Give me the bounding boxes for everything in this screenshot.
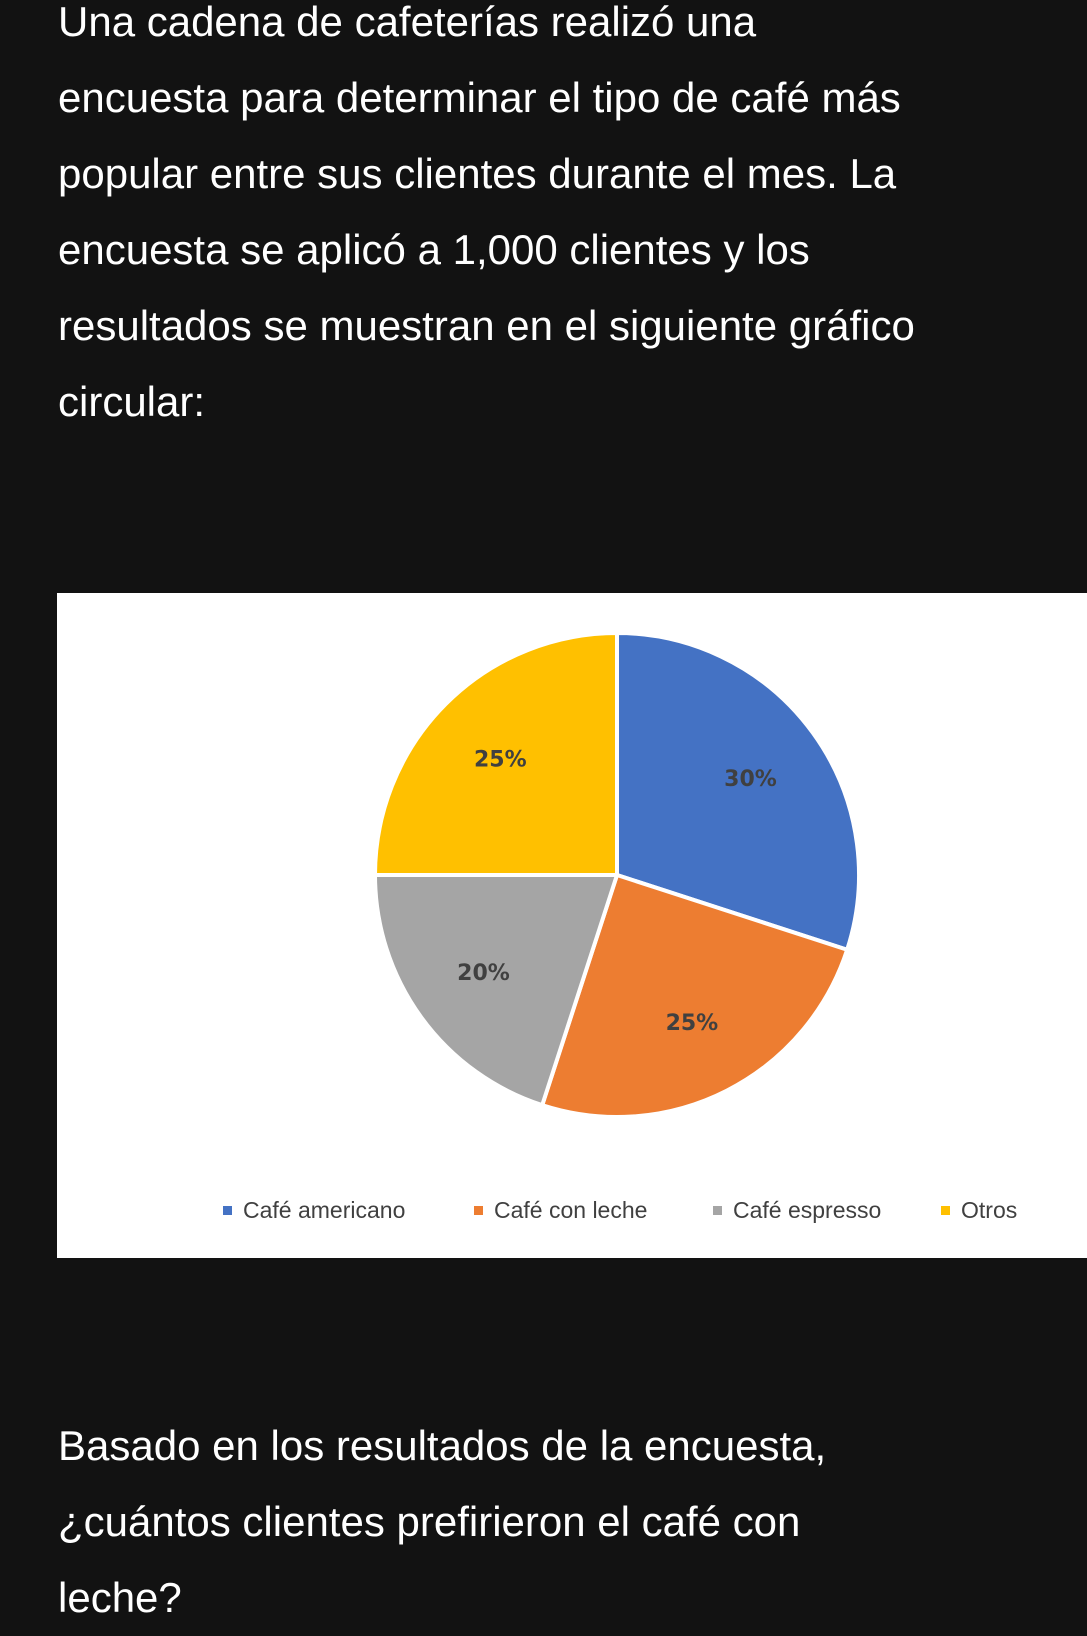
legend-item-otros: Otros (941, 1197, 1017, 1223)
legend-swatch-cafe-espresso (713, 1206, 722, 1215)
data-label-cafe-americano: 30% (724, 767, 777, 792)
problem-intro: Una cadena de cafeterías realizó una enc… (58, 0, 915, 425)
data-label-otros: 25% (474, 747, 527, 772)
data-label-cafe-espresso: 20% (457, 961, 510, 986)
legend-label-cafe-espresso: Café espresso (733, 1197, 881, 1223)
legend-swatch-cafe-americano (223, 1206, 232, 1215)
legend-swatch-otros (941, 1206, 950, 1215)
legend-item-cafe-espresso: Café espresso (713, 1197, 881, 1223)
pie-slice-cafe-con-leche (540, 873, 850, 1120)
legend-item-cafe-americano: Café americano (223, 1197, 405, 1223)
legend-label-cafe-con-leche: Café con leche (494, 1197, 647, 1223)
pie-slice-cafe-espresso (373, 873, 619, 1108)
legend-item-cafe-con-leche: Café con leche (474, 1197, 647, 1223)
data-label-cafe-con-leche: 25% (666, 1011, 719, 1036)
pie-data-labels: 30% 25% 20% 25% (457, 747, 777, 1036)
chart-legend: Café americano Café con leche Café espress… (223, 1197, 1017, 1223)
legend-label-cafe-americano: Café americano (243, 1197, 405, 1223)
pie-chart-card: 30% 25% 20% 25% Café americano Café con lech… (57, 593, 1087, 1258)
legend-swatch-cafe-con-leche (474, 1206, 483, 1215)
pie-chart: 30% 25% 20% 25% Café americano Café con lech… (223, 631, 1017, 1223)
question-prompt: Basado en los resultados de la encuesta,… (58, 1422, 827, 1621)
pie-slice-otros (373, 631, 619, 877)
pie-slices (373, 631, 862, 1120)
pie-slice-cafe-americano (615, 631, 862, 952)
legend-label-otros: Otros (961, 1197, 1017, 1223)
